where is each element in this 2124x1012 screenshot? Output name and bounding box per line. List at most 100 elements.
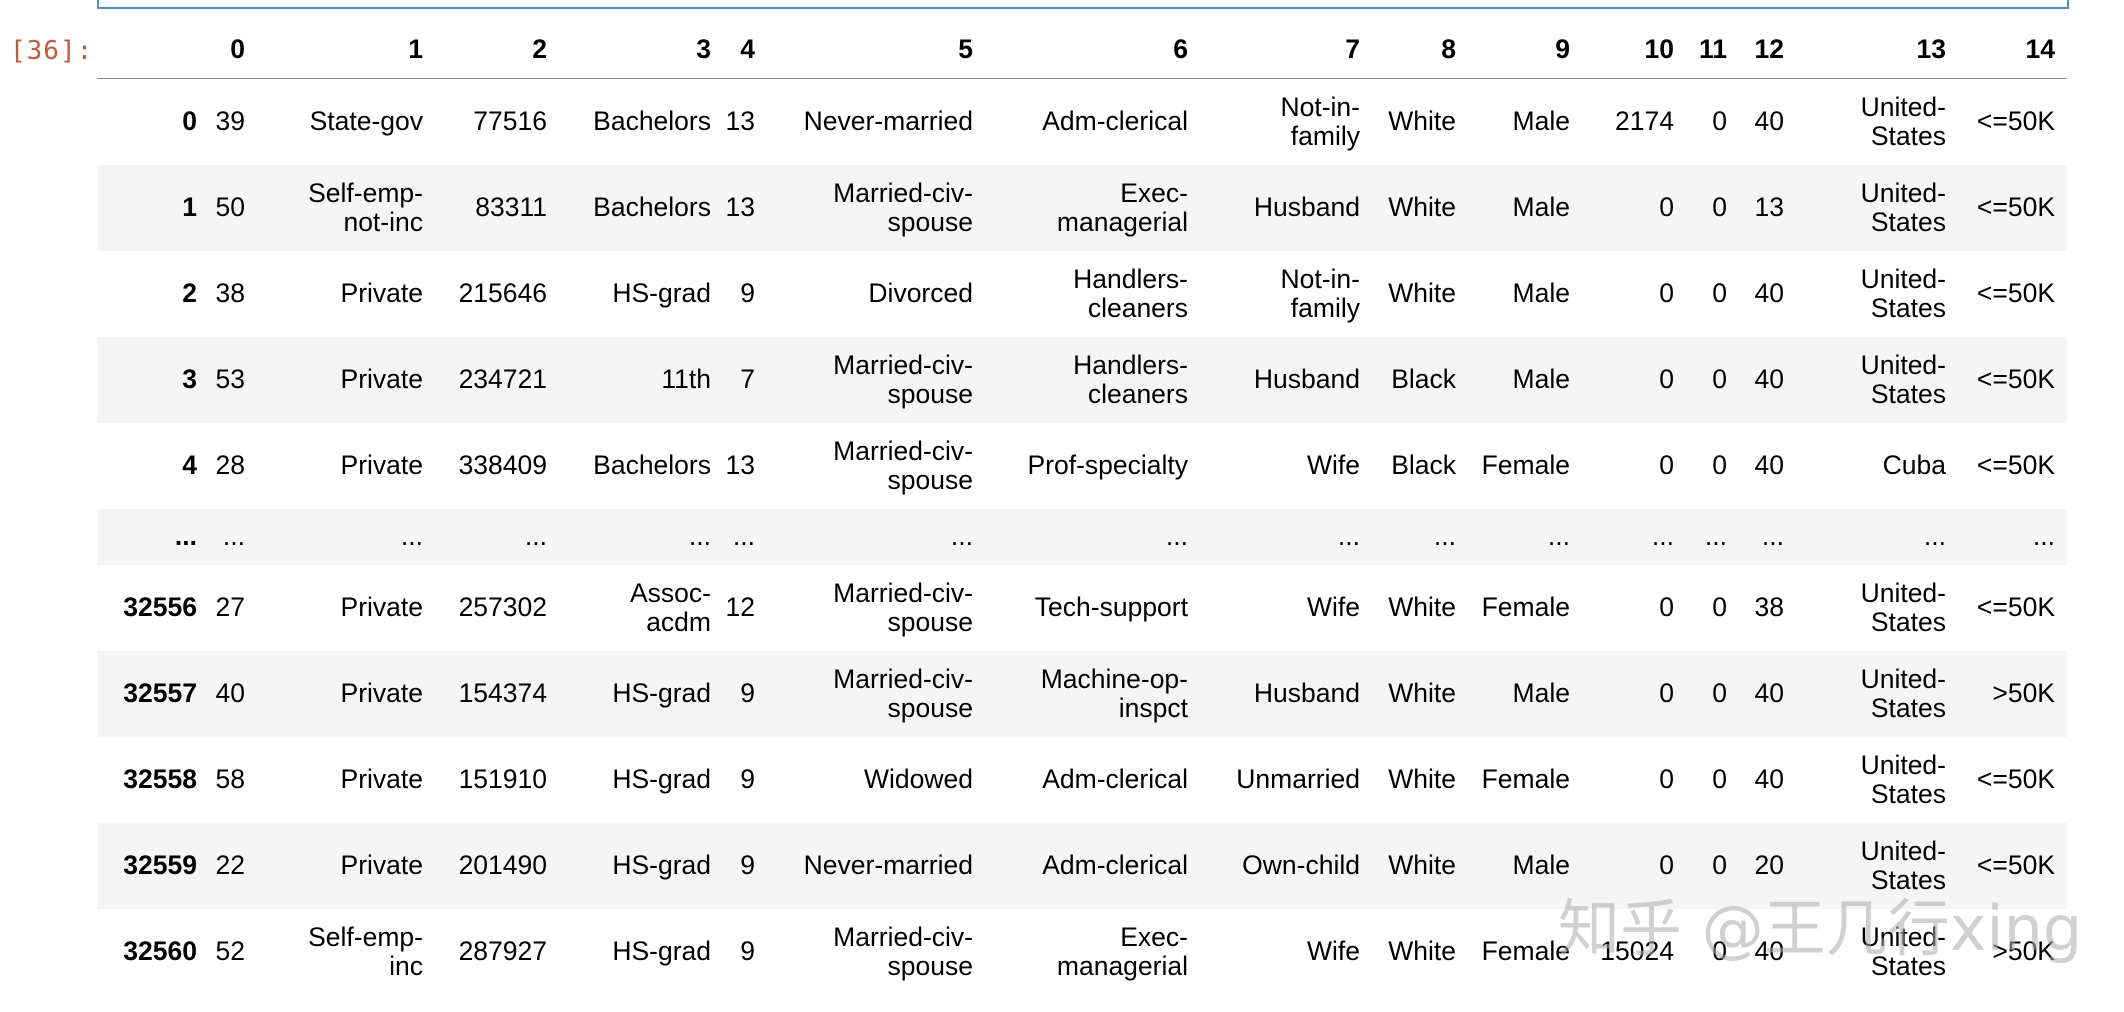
table-cell: Prof-specialty — [1027, 450, 1188, 480]
table-cell: 2174 — [1615, 106, 1674, 137]
table-cell: Handlers-cleaners — [1073, 349, 1188, 409]
table-cell: 151910 — [458, 764, 547, 794]
table-cell: 40 — [1754, 936, 1784, 966]
column-header: 14 — [1958, 21, 2067, 79]
table-cell: United- States — [1860, 263, 1946, 323]
table-cell: 40 — [1754, 278, 1784, 308]
table-cell: 53 — [215, 364, 245, 394]
row-index: 32560 — [123, 936, 197, 966]
table-cell: ... — [400, 521, 423, 551]
table-cell: 215646 — [458, 278, 547, 308]
table-cell: State-gov — [309, 106, 423, 137]
table-cell: 0 — [1659, 192, 1674, 222]
table-row: 1 50 Self-emp-not-inc 83311 Bachelors 13 Marri… — [97, 164, 2067, 251]
table-cell: Not-in-family — [1280, 263, 1360, 323]
column-header: 3 — [559, 21, 723, 79]
index-header — [97, 21, 209, 79]
table-cell: 50 — [215, 192, 245, 222]
table-row: 32556 27 Private 257302 Assoc-acdm 12 Married-… — [97, 565, 2067, 651]
column-header: 9 — [1468, 21, 1582, 79]
table-cell: 13 — [1754, 192, 1784, 222]
table-cell: Male — [1512, 192, 1570, 222]
table-row: 4 28 Private 338409 Bachelors 13 Married-civ-s… — [97, 423, 2067, 509]
table-cell: Exec-managerial — [1056, 921, 1188, 981]
table-cell: 154374 — [458, 678, 547, 708]
table-cell: Private — [340, 278, 423, 308]
table-cell: 77516 — [473, 106, 547, 137]
table-cell: 0 — [1712, 450, 1727, 480]
table-cell: 9 — [740, 764, 755, 794]
table-cell: <=50K — [1976, 192, 2055, 222]
table-cell: >50K — [1992, 678, 2055, 708]
table-cell: Never-married — [803, 850, 973, 880]
table-cell: Married-civ-spouse — [833, 177, 973, 237]
table-cell: 40 — [1754, 106, 1784, 137]
row-index: ... — [174, 521, 197, 551]
table-cell: Private — [340, 364, 423, 394]
table-cell: 0 — [1712, 364, 1727, 394]
table-cell: 11th — [661, 364, 711, 394]
table-row: 32558 58 Private 151910 HS-grad 9 Widowed Adm-c… — [97, 737, 2067, 823]
table-cell: 0 — [1659, 678, 1674, 708]
table-cell: Cuba — [1882, 450, 1946, 480]
table-cell: 0 — [1712, 850, 1727, 880]
header-row: 0 1 2 3 4 5 6 7 8 9 10 11 12 13 14 — [97, 21, 2067, 79]
table-cell: 0 — [1712, 936, 1727, 966]
table-cell: United- States — [1860, 749, 1946, 809]
notebook-cell-border[interactable] — [97, 0, 2069, 9]
table-cell: <=50K — [1976, 106, 2055, 137]
table-cell: 338409 — [458, 450, 547, 480]
table-row: 32560 52 Self-emp-inc 287927 HS-grad 9 Married… — [97, 909, 2067, 995]
table-cell: 0 — [1712, 106, 1727, 137]
table-cell: White — [1388, 278, 1456, 308]
table-cell: 13 — [725, 106, 755, 137]
table-cell: 12 — [725, 592, 755, 622]
table-cell: 0 — [1712, 192, 1727, 222]
table-cell: United- States — [1860, 349, 1946, 409]
table-cell: United- States — [1860, 577, 1946, 637]
table-cell: 7 — [740, 364, 755, 394]
table-cell: United- States — [1860, 177, 1946, 237]
table-cell: 27 — [215, 592, 245, 622]
table-cell: Husband — [1253, 364, 1360, 394]
row-index: 0 — [182, 106, 197, 137]
table-cell: Bachelors — [593, 106, 711, 137]
column-header: 5 — [767, 21, 985, 79]
table-cell: Male — [1512, 278, 1570, 308]
table-cell: 39 — [215, 106, 245, 137]
row-index: 2 — [182, 278, 197, 308]
table-cell: ... — [1165, 521, 1188, 551]
table-cell: White — [1388, 936, 1456, 966]
ellipsis-row: ........................................… — [97, 508, 2067, 565]
table-cell: >50K — [1992, 936, 2055, 966]
table-cell: 40 — [1754, 678, 1784, 708]
column-header: 6 — [985, 21, 1200, 79]
table-cell: Married-civ-spouse — [833, 921, 973, 981]
table-cell: Not-in-family — [1280, 91, 1360, 151]
table-cell: ... — [1761, 521, 1784, 551]
table-cell: Private — [340, 764, 423, 794]
column-header: 12 — [1739, 21, 1796, 79]
table-cell: ... — [688, 521, 711, 551]
table-cell: Male — [1512, 364, 1570, 394]
table-cell: 257302 — [458, 592, 547, 622]
table-cell: Handlers-cleaners — [1073, 263, 1188, 323]
dataframe-table: 0 1 2 3 4 5 6 7 8 9 10 11 12 13 14 0 39 State-gov 77516 Ba… — [97, 21, 2067, 995]
table-cell: HS-grad — [612, 278, 711, 308]
table-cell: Assoc-acdm — [630, 577, 711, 637]
table-cell: Private — [340, 678, 423, 708]
table-cell: 0 — [1659, 450, 1674, 480]
table-cell: Female — [1481, 764, 1570, 794]
table-cell: Adm-clerical — [1042, 850, 1188, 880]
table-cell: ... — [732, 521, 755, 551]
table-cell: 0 — [1712, 592, 1727, 622]
table-cell: Married-civ-spouse — [833, 435, 973, 495]
table-cell: 40 — [1754, 764, 1784, 794]
table-cell: <=50K — [1976, 764, 2055, 794]
column-header: 8 — [1372, 21, 1468, 79]
table-cell: 0 — [1712, 764, 1727, 794]
table-cell: Private — [340, 850, 423, 880]
table-cell: <=50K — [1976, 592, 2055, 622]
table-cell: <=50K — [1976, 278, 2055, 308]
table-cell: 201490 — [458, 850, 547, 880]
